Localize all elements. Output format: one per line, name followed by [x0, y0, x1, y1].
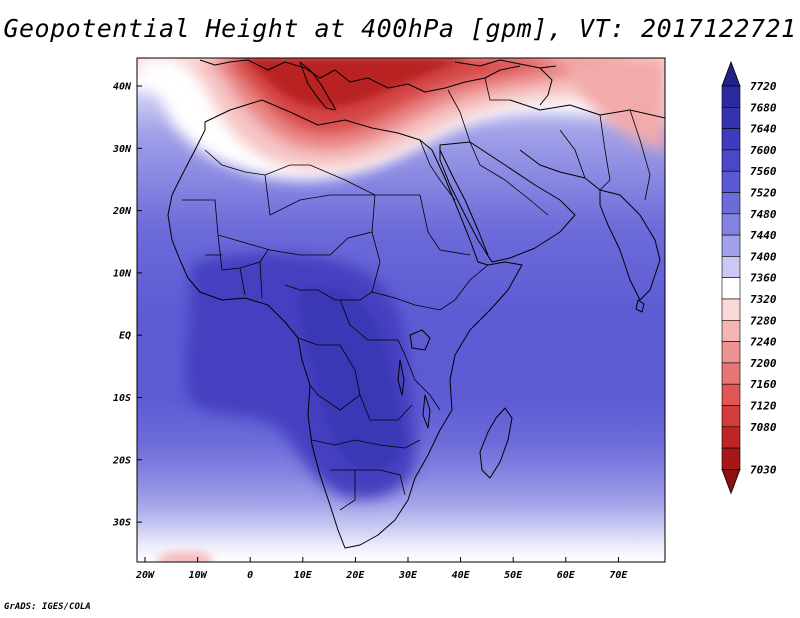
colorbar-label: 7400	[750, 250, 777, 263]
colorbar-swatch	[721, 426, 741, 449]
y-tick-label: 30N	[112, 144, 132, 155]
colorbar-label: 7720	[750, 80, 777, 93]
country-borders	[182, 77, 651, 511]
credit-label: GrADS: IGES/COLA	[4, 602, 91, 612]
colorbar-swatch	[721, 298, 741, 321]
colorbar-swatch	[721, 405, 741, 428]
colorbar-swatch	[721, 319, 741, 342]
coastlines	[167, 59, 665, 549]
map-title: Geopotential Height at 400hPa [gpm], VT:…	[3, 14, 797, 43]
colorbar-label: 7440	[750, 229, 777, 242]
x-tick-label: 10W	[189, 570, 208, 581]
colorbar-swatch	[721, 277, 741, 300]
height-field	[137, 58, 665, 562]
colorbar-label: 7120	[750, 400, 777, 413]
colorbar-label: 7240	[750, 336, 777, 349]
plot-frame	[136, 57, 666, 563]
colorbar-swatch	[721, 234, 741, 257]
colorbar-swatch	[721, 128, 741, 151]
x-tick-label: 50E	[504, 570, 523, 581]
colorbar-label: 7320	[750, 293, 777, 306]
colorbar-label: 7360	[750, 272, 777, 285]
x-tick-label: 30E	[398, 570, 418, 581]
colorbar-swatch	[721, 213, 741, 236]
colorbar-swatch	[721, 149, 741, 172]
colorbar-swatch	[721, 341, 741, 364]
y-tick-label: EQ	[119, 331, 131, 342]
colorbar-swatch	[721, 362, 741, 385]
colorbar-swatch	[721, 107, 741, 129]
x-tick-label: 40E	[452, 570, 471, 581]
colorbar-label: 7280	[750, 314, 777, 327]
colorbar-label: 7200	[750, 357, 777, 370]
x-axis: 20W 10W 0 10E 20E 30E 40E 50E 60E 70E	[135, 557, 628, 581]
colorbar-swatch	[721, 170, 741, 193]
colorbar-label: 7600	[750, 144, 777, 157]
colorbar-swatch	[721, 447, 741, 470]
colorbar-label: 7520	[750, 187, 777, 200]
colorbar-top-arrow	[721, 60, 741, 87]
colorbar-swatch	[721, 383, 741, 406]
colorbar-bottom-arrow	[721, 468, 741, 495]
y-axis: 40N 30N 20N 10N EQ 10S 20S 30S	[112, 82, 142, 529]
x-tick-label: 0	[247, 570, 253, 581]
colorbar-swatch	[721, 192, 741, 215]
colorbar-label: 7680	[750, 101, 777, 114]
colorbar-label: 7080	[750, 421, 777, 434]
colorbar-swatch	[721, 256, 741, 278]
colorbar-label: 7560	[750, 165, 777, 178]
colorbar-label: 7640	[750, 123, 777, 136]
y-tick-label: 10S	[113, 393, 131, 404]
y-tick-label: 20N	[112, 206, 132, 217]
colorbar: 7720 7680 7640 7600 7560 7520 7480 7440 7400 7360…	[721, 60, 777, 495]
y-tick-label: 20S	[112, 455, 131, 466]
x-tick-label: 70E	[609, 570, 628, 581]
colorbar-swatch	[721, 85, 741, 108]
colorbar-label: 7030	[750, 463, 777, 476]
x-tick-label: 20E	[345, 570, 365, 581]
y-tick-label: 30S	[112, 518, 131, 529]
x-tick-label: 10E	[294, 570, 313, 581]
x-tick-label: 60E	[557, 570, 576, 581]
y-tick-label: 40N	[113, 82, 132, 93]
y-tick-label: 10N	[113, 268, 132, 279]
colorbar-label: 7480	[750, 208, 777, 221]
colorbar-label: 7160	[750, 378, 777, 391]
x-tick-label: 20W	[135, 570, 155, 581]
